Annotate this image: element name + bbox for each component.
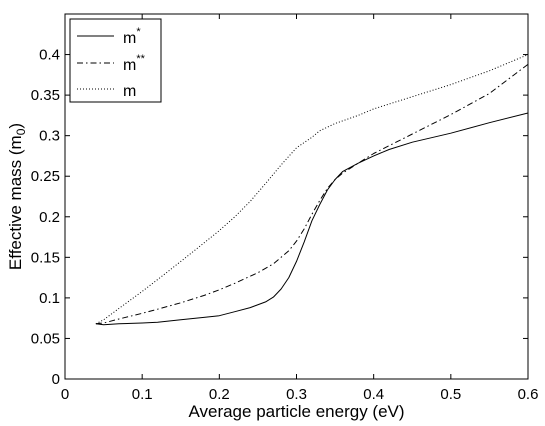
y-tick-label: 0.3 bbox=[39, 128, 60, 145]
y-axis-title-subscript: 0 bbox=[14, 128, 28, 135]
legend-label-0: m* bbox=[123, 26, 141, 47]
y-tick-label: 0.05 bbox=[31, 330, 60, 347]
tick-labels: 0 0.1 0.2 0.3 0.4 0.5 0.6 0 0.05 0.1 0.15 0.2 0.25 0.… bbox=[31, 47, 539, 403]
x-tick-label: 0.6 bbox=[518, 386, 539, 403]
y-axis-title-close: ) bbox=[6, 123, 25, 129]
x-tick-label: 0.2 bbox=[209, 386, 230, 403]
series-line-2 bbox=[95, 54, 529, 325]
x-tick-label: 0.1 bbox=[132, 386, 153, 403]
y-tick-label: 0.1 bbox=[39, 290, 60, 307]
y-tick-label: 0.15 bbox=[31, 249, 60, 266]
x-tick-label: 0.4 bbox=[363, 386, 384, 403]
y-tick-label: 0.25 bbox=[31, 168, 60, 185]
x-tick-label: 0 bbox=[61, 386, 69, 403]
series-lines bbox=[95, 54, 529, 326]
series-line-1 bbox=[95, 63, 529, 325]
axis-ticks bbox=[64, 14, 529, 380]
series-line-0 bbox=[95, 112, 529, 326]
legend-box bbox=[69, 18, 162, 103]
y-tick-label: 0 bbox=[52, 371, 60, 388]
y-axis-title: Effective mass (m0) bbox=[6, 123, 28, 270]
x-tick-label: 0.3 bbox=[286, 386, 307, 403]
y-tick-label: 0.35 bbox=[31, 87, 60, 104]
x-axis-title: Average particle energy (eV) bbox=[188, 402, 404, 421]
legend: m* m** m bbox=[69, 18, 162, 103]
x-tick-label: 0.5 bbox=[440, 386, 461, 403]
legend-label-1: m** bbox=[123, 53, 146, 74]
y-axis-title-main: Effective mass (m bbox=[6, 135, 25, 270]
y-tick-label: 0.4 bbox=[39, 47, 60, 64]
y-tick-label: 0.2 bbox=[39, 209, 60, 226]
legend-label-2: m bbox=[123, 83, 136, 100]
